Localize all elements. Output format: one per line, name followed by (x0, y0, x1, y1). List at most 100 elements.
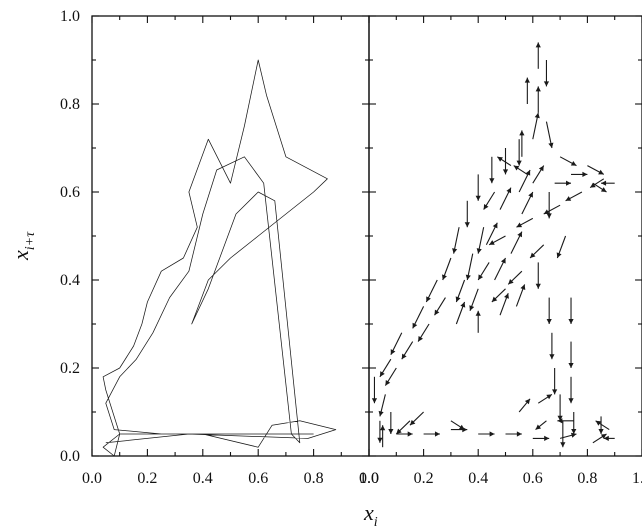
vector-arrow (535, 86, 541, 113)
vector-arrow (502, 148, 509, 175)
x-tick-label: 0.8 (304, 470, 324, 487)
vector-arrow (554, 180, 572, 186)
vector-arrow (513, 165, 528, 175)
vector-arrow (423, 431, 440, 437)
vector-arrow (450, 420, 465, 431)
vector-arrow (549, 332, 555, 360)
vector-arrow (371, 376, 378, 404)
y-axis-label: xi+τ (8, 231, 38, 261)
vector-arrow (601, 180, 615, 186)
vector-arrow (545, 121, 554, 149)
vector-arrow (516, 217, 534, 228)
vector-arrow (452, 227, 460, 254)
vector-arrow (519, 130, 525, 157)
vector-arrow (455, 279, 466, 303)
vector-arrow (434, 297, 446, 316)
x-tick-label: 0.6 (248, 470, 268, 487)
y-axis-label-subscript: i+τ (23, 231, 38, 250)
vector-arrow (475, 310, 481, 333)
x-tick-label: 0.4 (193, 470, 213, 487)
vector-arrow (464, 200, 470, 228)
x-tick-label: 0.6 (523, 470, 543, 487)
vector-arrow (469, 288, 479, 311)
vector-arrow (587, 165, 605, 175)
vector-arrow (529, 244, 545, 259)
vector-arrow (518, 398, 531, 413)
vector-arrow (488, 235, 506, 246)
vector-arrow (535, 420, 547, 431)
vector-arrow (489, 156, 495, 184)
vector-arrow (390, 332, 403, 356)
vector-arrow (499, 293, 509, 316)
trajectory-panel: 0.0 0.2 0.4 0.6 0.8 1.00.00.20.40.60.81.0 (60, 8, 379, 487)
vector-arrow (592, 433, 607, 444)
vector-arrow (532, 435, 550, 441)
vector-arrow (565, 191, 583, 202)
vector-arrow (592, 182, 607, 193)
vector-arrow (535, 42, 541, 69)
y-tick-label: 0.4 (60, 272, 80, 289)
vector-arrow (450, 427, 468, 433)
vector-arrow (409, 411, 424, 426)
vector-arrow (568, 297, 574, 324)
vector-arrow (388, 412, 394, 434)
vector-arrow (598, 416, 604, 434)
vector-arrow (477, 262, 490, 281)
vector-arrow (378, 394, 386, 417)
vector-arrow (568, 376, 574, 404)
vector-arrow (537, 393, 553, 404)
vector-arrow (380, 425, 386, 448)
y-tick-label: 0.2 (60, 360, 80, 377)
vector-arrow (532, 112, 540, 140)
vector-arrow (505, 431, 522, 437)
vector-arrow (571, 412, 577, 434)
vector-arrow (379, 358, 392, 378)
vector-arrow (485, 222, 498, 246)
vector-arrow (384, 367, 397, 386)
vector-arrow (455, 301, 466, 325)
vector-arrow (556, 235, 567, 259)
vector-arrow (543, 60, 550, 87)
vector-arrow (417, 323, 430, 342)
x-axis-label-subscript: i (374, 515, 378, 530)
vector-arrow (595, 420, 610, 431)
vector-arrow (518, 169, 531, 193)
y-tick-label: 0.0 (60, 448, 80, 465)
x-tick-label: 1.0 (632, 470, 642, 487)
vector-arrow (521, 191, 534, 215)
vector-field-panel: 0.0 0.2 0.4 0.6 0.8 1.0 (359, 15, 642, 487)
vector-arrow (524, 77, 530, 104)
x-tick-label: 0.2 (414, 470, 434, 487)
vector-arrow (478, 431, 495, 437)
y-tick-label: 1.0 (60, 8, 80, 25)
vector-arrow (412, 306, 425, 329)
vector-arrow (494, 257, 506, 281)
vector-arrow (395, 420, 411, 435)
vector-arrow (560, 420, 566, 448)
vector-arrow (559, 156, 577, 167)
vector-arrow (557, 394, 563, 421)
vector-arrow (507, 270, 523, 285)
vector-arrow (476, 227, 485, 254)
y-tick-label: 0.8 (60, 96, 80, 113)
vector-arrow (491, 288, 506, 303)
vector-arrow (475, 174, 481, 201)
x-tick-label: 0.0 (359, 470, 379, 487)
x-tick-label: 0.0 (82, 470, 102, 487)
vector-arrow (589, 178, 605, 189)
vector-arrow (510, 231, 523, 254)
vector-arrow (543, 204, 561, 215)
plot-frame-1 (91, 15, 370, 457)
x-tick-label: 0.2 (137, 470, 157, 487)
vector-arrow (377, 420, 383, 443)
vector-arrow (546, 297, 552, 324)
vector-arrow (532, 165, 545, 184)
vector-arrow (425, 279, 438, 303)
vector-arrow (516, 139, 522, 166)
vector-arrow (603, 435, 615, 441)
x-tick-label: 0.8 (577, 470, 597, 487)
vector-arrow (497, 156, 512, 167)
vector-arrow (515, 284, 526, 307)
vector-arrow (401, 341, 414, 360)
